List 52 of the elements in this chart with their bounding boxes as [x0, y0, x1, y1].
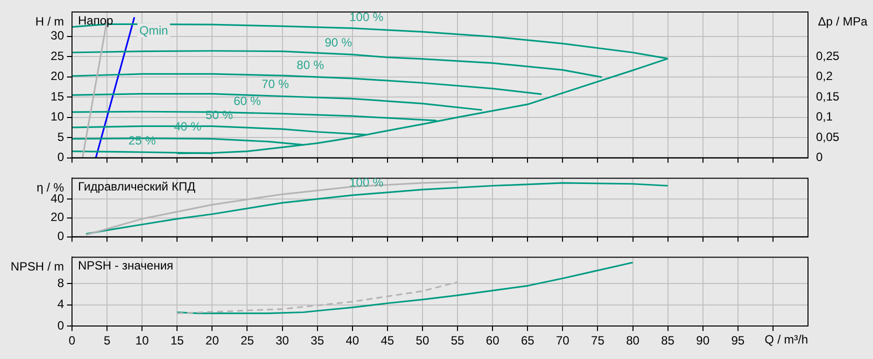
- x-tick-label: 45: [380, 334, 394, 348]
- x-tick-label: 15: [170, 334, 184, 348]
- y-tick-label: 30: [50, 28, 64, 43]
- x-tick-label: 20: [206, 334, 220, 348]
- y-tick-label: 4: [57, 297, 64, 312]
- chart-title: Напор: [78, 13, 114, 28]
- x-tick-label: 5: [104, 334, 111, 348]
- x-tick-label: 0: [68, 334, 76, 348]
- x-tick-label: 10: [135, 334, 150, 348]
- y-tick-label: 20: [50, 210, 64, 224]
- x-tick-label: 70: [556, 334, 570, 348]
- x-tick-label: 80: [626, 334, 640, 348]
- chart-title: NPSH - значения: [78, 258, 174, 273]
- annotation: 80 %: [296, 58, 324, 72]
- y2-axis-title: Δp / MPa: [818, 14, 868, 28]
- y2-tick-label: 0: [816, 150, 823, 164]
- annotation: 100 %: [349, 10, 384, 24]
- x-tick-label: 40: [346, 334, 360, 348]
- series-label: Qmin: [139, 24, 168, 38]
- x-tick-label: 50: [416, 334, 430, 348]
- y2-tick-label: 0,2: [816, 69, 834, 84]
- x-tick-label: 65: [520, 334, 535, 348]
- x-tick-label: 75: [591, 334, 605, 348]
- y-axis-title: H / m: [35, 14, 64, 28]
- y-tick-label: 15: [50, 89, 64, 104]
- y-tick-label: 0: [57, 318, 64, 332]
- y-axis-title: NPSH / m: [10, 260, 64, 274]
- annotation: 100 %: [349, 176, 384, 190]
- x-tick-label: 90: [696, 334, 710, 348]
- y-tick-label: 10: [50, 110, 64, 124]
- y-tick-label: 0: [57, 229, 64, 244]
- x-tick-label: 85: [661, 334, 675, 348]
- x-tick-label: 95: [731, 334, 745, 348]
- x-tick-label: 25: [240, 334, 254, 348]
- y2-tick-label: 0,1: [816, 110, 834, 124]
- annotation: 60 %: [234, 94, 262, 108]
- y-tick-label: 8: [57, 276, 64, 290]
- x-tick-label: 30: [276, 334, 290, 348]
- y-tick-label: 20: [50, 69, 64, 84]
- y-tick-label: 5: [57, 130, 64, 144]
- y2-tick-label: 0,25: [816, 48, 840, 63]
- y2-tick-label: 0,05: [816, 130, 840, 144]
- annotation: 90 %: [324, 35, 352, 50]
- x-tick-label: 35: [310, 334, 324, 348]
- y-tick-label: 0: [57, 150, 64, 164]
- y-tick-label: 25: [50, 48, 64, 63]
- annotation: 70 %: [262, 77, 290, 92]
- chart-title: Гидравлический КПД: [78, 180, 196, 194]
- x-axis-title: Q / m³/h: [764, 332, 808, 346]
- x-tick-label: 55: [450, 334, 465, 348]
- y2-tick-label: 0,15: [816, 89, 840, 104]
- x-tick-label: 60: [486, 334, 500, 348]
